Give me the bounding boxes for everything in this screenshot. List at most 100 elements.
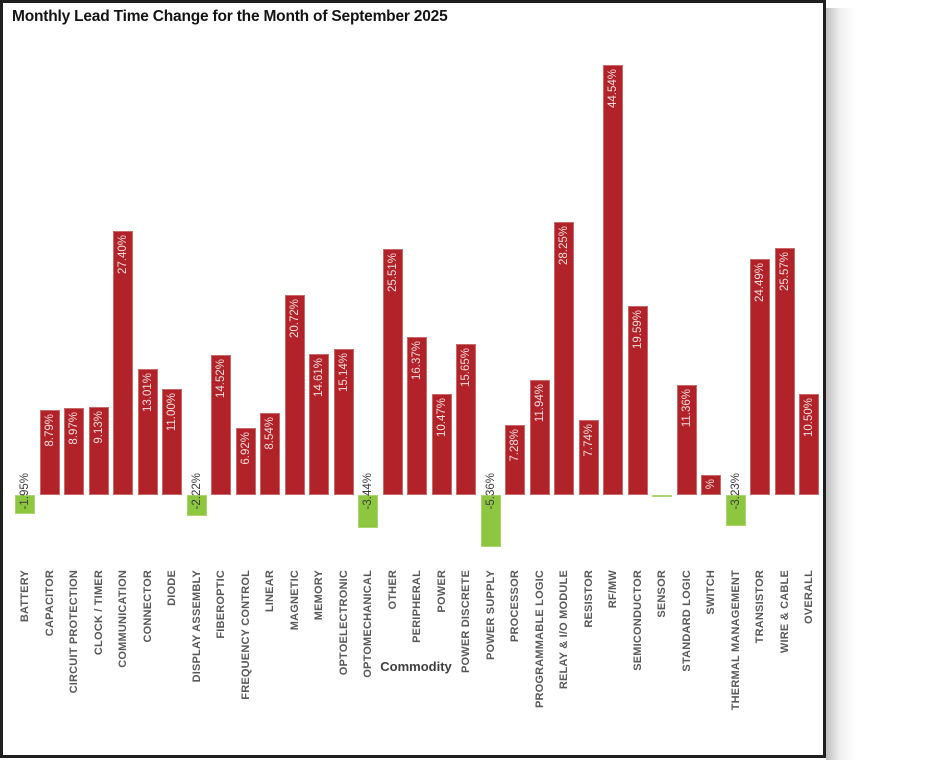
bar bbox=[676, 385, 697, 495]
bar-value-label: % bbox=[705, 478, 717, 489]
x-axis-title: Commodity bbox=[380, 659, 452, 674]
bar bbox=[578, 420, 599, 495]
bar bbox=[162, 388, 182, 495]
bar-value-label: 11.36% bbox=[680, 389, 693, 428]
bar bbox=[235, 428, 256, 495]
bar-value-label: -3.44% bbox=[362, 472, 374, 509]
x-tick-label: SWITCH bbox=[705, 570, 717, 615]
bar-value-label: 16.37% bbox=[411, 340, 423, 380]
bar-value-label: 25.51% bbox=[386, 252, 399, 292]
bar bbox=[505, 424, 525, 495]
x-tick-label: POWER DISCRETE bbox=[460, 570, 472, 674]
bar-value-label: 44.54% bbox=[607, 69, 619, 109]
x-tick-label: CLOCK / TIMER bbox=[92, 570, 105, 656]
bar bbox=[701, 474, 721, 495]
bar-value-label: 6.92% bbox=[239, 432, 252, 465]
bar-value-label: 11.94% bbox=[533, 383, 546, 422]
bar-value-label: -3.23% bbox=[729, 472, 742, 509]
bar-value-label: 24.49% bbox=[754, 262, 766, 302]
bar bbox=[309, 353, 329, 495]
x-tick-label: FIBEROPTIC bbox=[215, 570, 227, 639]
bar bbox=[186, 495, 207, 517]
plot-area: -1.95% BATTERY 8.79% CAPACITOR 8.97% CIRCUIT … bbox=[3, 63, 823, 763]
x-tick-label: LINEAR bbox=[264, 570, 276, 613]
bar-value-label: 25.57% bbox=[778, 252, 791, 292]
bar bbox=[627, 305, 648, 495]
bar-value-label: 28.25% bbox=[558, 226, 570, 266]
x-tick-label: TRANSISTOR bbox=[754, 570, 766, 644]
bar bbox=[774, 248, 795, 495]
bar-value-label: 11.00% bbox=[166, 392, 178, 431]
bar-value-label: 15.14% bbox=[337, 352, 350, 392]
bar bbox=[333, 348, 354, 495]
bar bbox=[407, 336, 427, 495]
x-tick-label: OTHER bbox=[386, 570, 399, 610]
x-tick-label: THERMAL MANAGEMENT bbox=[729, 570, 742, 711]
bar-value-label: 7.74% bbox=[582, 424, 595, 457]
bar bbox=[554, 222, 574, 495]
x-tick-label: POWER SUPPLY bbox=[484, 570, 497, 661]
bar bbox=[382, 248, 403, 495]
x-tick-label: WIRE & CABLE bbox=[778, 570, 791, 654]
x-tick-label: MAGNETIC bbox=[288, 570, 301, 631]
x-tick-label: POWER bbox=[435, 570, 448, 613]
bar bbox=[480, 495, 501, 547]
bar bbox=[799, 393, 819, 495]
bar bbox=[211, 354, 231, 495]
bar-value-label: 10.50% bbox=[803, 397, 815, 437]
bar bbox=[64, 408, 84, 495]
bar bbox=[603, 65, 623, 495]
bar-value-label: 8.79% bbox=[43, 414, 56, 447]
x-tick-label: CONNECTOR bbox=[141, 570, 154, 643]
bar-value-label: 15.65% bbox=[460, 347, 472, 387]
chart-title: Monthly Lead Time Change for the Month o… bbox=[12, 8, 448, 25]
bar bbox=[284, 294, 305, 495]
bar-value-label: 8.97% bbox=[68, 412, 80, 446]
bar bbox=[456, 343, 476, 495]
x-tick-label: CAPACITOR bbox=[43, 570, 56, 637]
x-tick-label: MEMORY bbox=[313, 570, 325, 621]
bar-value-label: 10.47% bbox=[435, 397, 448, 437]
x-tick-label: OVERALL bbox=[803, 570, 815, 624]
x-tick-label: SEMICONDUCTOR bbox=[631, 570, 644, 671]
window-drop-shadow bbox=[826, 8, 856, 760]
x-tick-label: STANDARD LOGIC bbox=[680, 570, 693, 672]
bar bbox=[88, 406, 109, 495]
bar bbox=[15, 495, 35, 514]
bar bbox=[431, 393, 452, 495]
bar-value-label: -1.95% bbox=[19, 472, 31, 509]
bar-value-label: -5.36% bbox=[484, 472, 497, 509]
x-tick-label: PROCESSOR bbox=[509, 570, 521, 643]
bar bbox=[725, 495, 746, 527]
x-tick-label: CIRCUIT PROTECTION bbox=[68, 570, 80, 694]
bar-value-label: 19.59% bbox=[631, 309, 644, 349]
bar-value-label: 27.40% bbox=[117, 234, 129, 274]
x-tick-label: PERIPHERAL bbox=[411, 570, 423, 643]
bar bbox=[113, 230, 133, 495]
bar-value-label: 20.72% bbox=[288, 298, 301, 338]
bar bbox=[137, 369, 158, 495]
bar-value-label: 14.52% bbox=[215, 358, 227, 398]
bar-value-label: 14.61% bbox=[313, 357, 325, 397]
x-tick-label: COMMUNICATION bbox=[117, 570, 129, 668]
bar bbox=[358, 495, 378, 529]
bar bbox=[39, 410, 60, 495]
x-tick-label: SENSOR bbox=[656, 570, 668, 618]
x-tick-label: PROGRAMMABLE LOGIC bbox=[533, 570, 546, 709]
bar-value-label: -2.22% bbox=[190, 472, 203, 509]
x-tick-label: DIODE bbox=[166, 570, 178, 606]
bar-value-label: 13.01% bbox=[141, 373, 154, 413]
x-tick-label: RF/MW bbox=[607, 570, 619, 609]
chart-frame: Monthly Lead Time Change for the Month o… bbox=[0, 0, 826, 758]
bar bbox=[652, 495, 672, 497]
x-tick-label: FREQUENCY CONTROL bbox=[239, 570, 252, 700]
bar-value-label: 8.54% bbox=[264, 416, 276, 450]
x-tick-label: RESISTOR bbox=[582, 570, 595, 628]
bar bbox=[260, 412, 280, 495]
bar bbox=[750, 258, 770, 495]
x-tick-label: BATTERY bbox=[19, 570, 31, 623]
bar-value-label: 7.28% bbox=[509, 428, 521, 462]
bar bbox=[529, 379, 550, 495]
bar-value-label: 9.13% bbox=[92, 410, 105, 444]
